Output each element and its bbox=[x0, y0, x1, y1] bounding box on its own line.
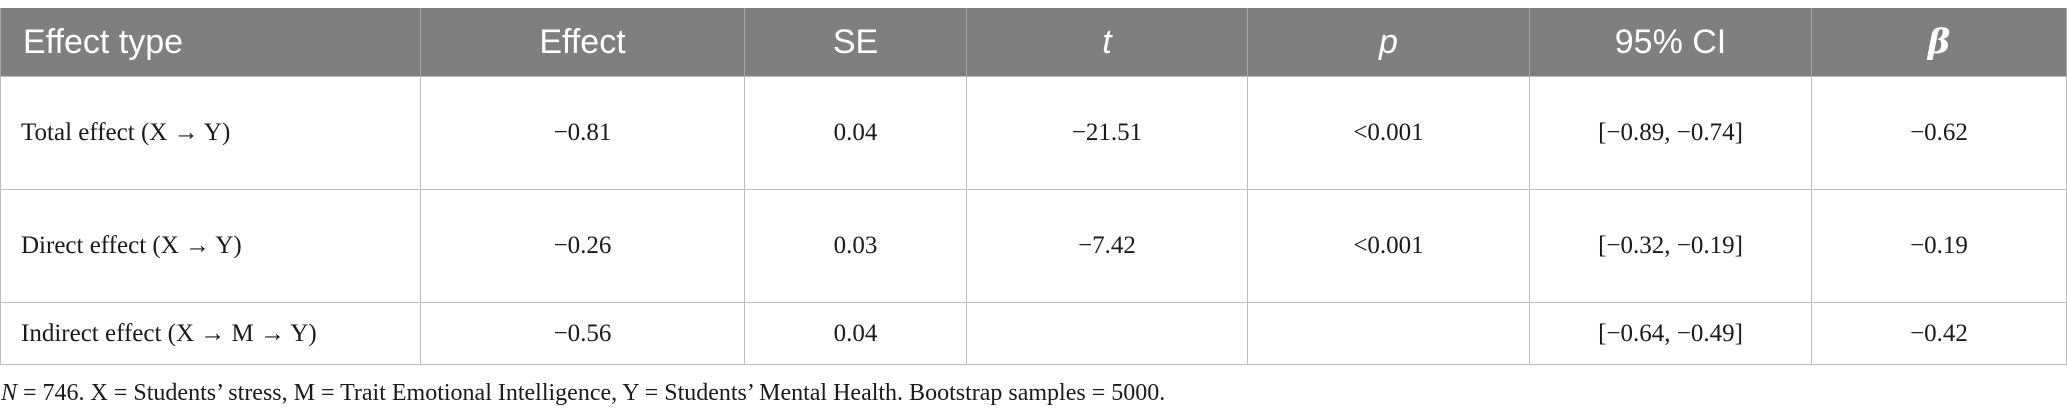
header-row: Effect type Effect SE t p 95% CI β bbox=[0, 8, 2067, 77]
cell-beta: −0.62 bbox=[1811, 76, 2067, 190]
mediation-table-container: Effect type Effect SE t p 95% CI β Total… bbox=[0, 8, 2067, 365]
cell-se: 0.04 bbox=[744, 76, 967, 190]
footnote-text: = 746. X = Students’ stress, M = Trait E… bbox=[17, 380, 1166, 406]
table-row: Total effect (X → Y) −0.81 0.04 −21.51 <… bbox=[0, 76, 2067, 190]
cell-beta: −0.42 bbox=[1811, 302, 2067, 365]
cell-t bbox=[966, 302, 1248, 365]
header-effect-type: Effect type bbox=[0, 8, 421, 77]
cell-se: 0.04 bbox=[744, 302, 967, 365]
header-ci: 95% CI bbox=[1529, 8, 1812, 77]
header-t: t bbox=[966, 8, 1248, 77]
table-footnote: N = 746. X = Students’ stress, M = Trait… bbox=[1, 380, 1165, 407]
cell-p: <0.001 bbox=[1247, 76, 1530, 190]
cell-effect-type: Total effect (X → Y) bbox=[0, 76, 421, 190]
cell-effect: −0.26 bbox=[420, 189, 745, 303]
cell-p: <0.001 bbox=[1247, 189, 1530, 303]
cell-p bbox=[1247, 302, 1530, 365]
header-se: SE bbox=[744, 8, 967, 77]
table-body: Total effect (X → Y) −0.81 0.04 −21.51 <… bbox=[0, 76, 2067, 365]
cell-ci: [−0.89, −0.74] bbox=[1529, 76, 1812, 190]
cell-ci: [−0.32, −0.19] bbox=[1529, 189, 1812, 303]
cell-t: −7.42 bbox=[966, 189, 1248, 303]
mediation-effects-table: Effect type Effect SE t p 95% CI β Total… bbox=[0, 8, 2067, 365]
footnote-n-label: N bbox=[1, 380, 18, 406]
table-header: Effect type Effect SE t p 95% CI β bbox=[0, 8, 2067, 77]
header-p: p bbox=[1247, 8, 1530, 77]
cell-se: 0.03 bbox=[744, 189, 967, 303]
cell-t: −21.51 bbox=[966, 76, 1248, 190]
table-row: Direct effect (X → Y) −0.26 0.03 −7.42 <… bbox=[0, 189, 2067, 303]
header-effect: Effect bbox=[420, 8, 745, 77]
cell-effect-type: Direct effect (X → Y) bbox=[0, 189, 421, 303]
cell-beta: −0.19 bbox=[1811, 189, 2067, 303]
cell-effect: −0.81 bbox=[420, 76, 745, 190]
cell-effect-type: Indirect effect (X → M → Y) bbox=[0, 302, 421, 365]
table-row: Indirect effect (X → M → Y) −0.56 0.04 [… bbox=[0, 302, 2067, 365]
cell-ci: [−0.64, −0.49] bbox=[1529, 302, 1812, 365]
cell-effect: −0.56 bbox=[420, 302, 745, 365]
header-beta: β bbox=[1811, 8, 2067, 77]
